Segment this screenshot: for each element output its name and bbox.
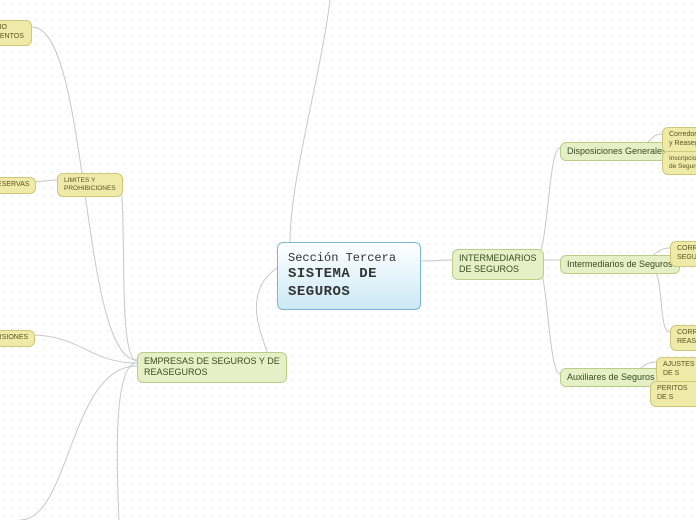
node-corred-reaseg2[interactable]: CORREDREASEG bbox=[670, 325, 696, 351]
node-ajustes-line0: AJUSTES DE S bbox=[663, 361, 696, 379]
node-aux-seg-line0: Auxiliares de Seguros bbox=[567, 372, 655, 383]
node-limites[interactable]: LIMITES YPROHIBICIONES bbox=[57, 173, 123, 197]
node-reservas[interactable]: RESERVAS bbox=[0, 177, 36, 194]
node-corr-reaseg1[interactable]: Corredoresy Reasegu bbox=[662, 127, 696, 153]
node-peritos[interactable]: PERITOS DE S bbox=[650, 381, 696, 407]
node-disp-generales-line0: Disposiciones Generales bbox=[567, 146, 667, 157]
node-inscripcion-line1: de Seguros bbox=[669, 163, 696, 171]
node-onio-doc-line0: ONIO bbox=[0, 24, 25, 33]
node-corred-seg[interactable]: CORREDSEGUR bbox=[670, 241, 696, 267]
node-corr-reaseg1-line1: y Reasegu bbox=[669, 140, 696, 149]
node-inscripcion-line0: Inscripcion bbox=[669, 155, 696, 163]
node-peritos-line0: PERITOS DE S bbox=[657, 385, 696, 403]
node-limites-line1: PROHIBICIONES bbox=[64, 185, 116, 193]
node-intermediarios-line1: DE SEGUROS bbox=[459, 264, 537, 275]
node-inscripcion[interactable]: Inscripcionde Seguros bbox=[662, 151, 696, 175]
node-empresas-line1: REASEGUROS bbox=[144, 367, 280, 378]
node-empresas-line0: EMPRESAS DE SEGUROS Y DE bbox=[144, 356, 280, 367]
node-intermediarios[interactable]: INTERMEDIARIOSDE SEGUROS bbox=[452, 249, 544, 280]
root-line1: Sección Tercera bbox=[288, 251, 410, 266]
node-corred-reaseg2-line0: CORRED bbox=[677, 329, 696, 338]
node-empresas[interactable]: EMPRESAS DE SEGUROS Y DEREASEGUROS bbox=[137, 352, 287, 383]
node-onio-doc[interactable]: ONIOUMENTOS bbox=[0, 20, 32, 46]
node-inter-seg[interactable]: Intermediarios de Seguros bbox=[560, 255, 680, 274]
node-inter-seg-line0: Intermediarios de Seguros bbox=[567, 259, 673, 270]
mindmap-canvas: Sección Tercera SISTEMA DE SEGUROS INTER… bbox=[0, 0, 696, 520]
root-line2: SISTEMA DE SEGUROS bbox=[288, 266, 410, 301]
node-corred-seg-line0: CORRED bbox=[677, 245, 696, 254]
node-onio-doc-line1: UMENTOS bbox=[0, 33, 25, 42]
node-reservas-line0: RESERVAS bbox=[0, 181, 29, 190]
node-corr-reaseg1-line0: Corredores bbox=[669, 131, 696, 140]
node-corred-seg-line1: SEGUR bbox=[677, 254, 696, 263]
node-limites-line0: LIMITES Y bbox=[64, 177, 116, 185]
node-ersiones-line0: ERSIONES bbox=[0, 334, 28, 343]
root-node[interactable]: Sección Tercera SISTEMA DE SEGUROS bbox=[277, 242, 421, 310]
node-ajustes[interactable]: AJUSTES DE S bbox=[656, 357, 696, 383]
node-disp-generales[interactable]: Disposiciones Generales bbox=[560, 142, 674, 161]
node-intermediarios-line0: INTERMEDIARIOS bbox=[459, 253, 537, 264]
node-aux-seg[interactable]: Auxiliares de Seguros bbox=[560, 368, 662, 387]
node-ersiones[interactable]: ERSIONES bbox=[0, 330, 35, 347]
node-corred-reaseg2-line1: REASEG bbox=[677, 338, 696, 347]
